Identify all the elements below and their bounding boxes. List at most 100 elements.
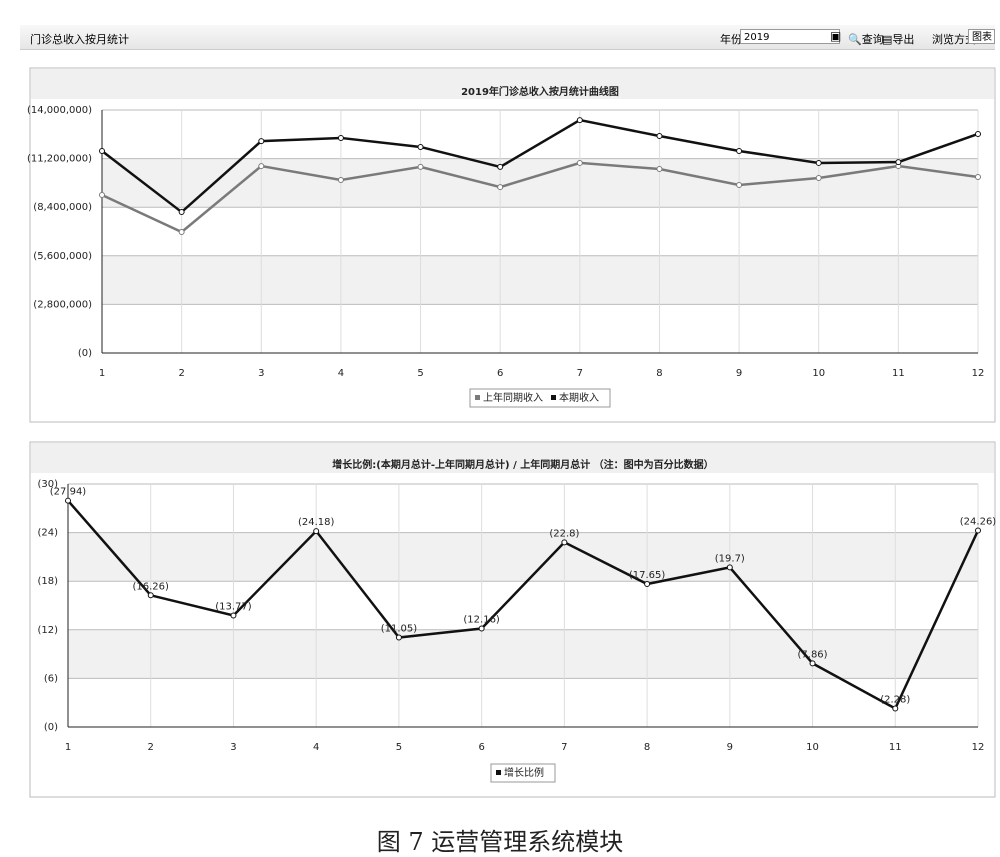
data-label: (19.7) bbox=[715, 553, 745, 564]
x-tick-label: 9 bbox=[736, 368, 742, 379]
x-tick-label: 9 bbox=[727, 742, 733, 753]
data-point bbox=[395, 634, 402, 641]
series-line bbox=[101, 118, 979, 214]
x-tick-label: 3 bbox=[230, 742, 236, 753]
data-point bbox=[644, 581, 651, 588]
x-tick-label: 10 bbox=[806, 742, 819, 753]
export-text: 导出 bbox=[892, 33, 915, 46]
data-point bbox=[497, 163, 504, 170]
x-tick-label: 7 bbox=[577, 368, 583, 379]
data-point bbox=[895, 159, 902, 166]
x-tick-label: 4 bbox=[313, 742, 319, 753]
x-tick-label: 2 bbox=[178, 368, 184, 379]
grid-band bbox=[102, 255, 978, 305]
query-text: 查询 bbox=[861, 33, 884, 46]
data-point bbox=[147, 592, 154, 599]
chart-title: 2019年门诊总收入按月统计曲线图 bbox=[461, 85, 619, 98]
export-button[interactable]: ▤导出 bbox=[882, 33, 915, 46]
data-label: (16.26) bbox=[133, 581, 170, 592]
y-tick-label: (0) bbox=[44, 722, 58, 733]
year-input[interactable]: 2019 bbox=[740, 29, 840, 44]
data-point bbox=[736, 181, 743, 188]
page-title: 门诊总收入按月统计 bbox=[30, 33, 129, 46]
query-button[interactable]: 🔍查询 bbox=[848, 33, 884, 46]
x-tick-label: 5 bbox=[396, 742, 402, 753]
data-point bbox=[178, 229, 185, 236]
data-point bbox=[99, 147, 105, 154]
data-point bbox=[417, 163, 424, 170]
data-label: (27.94) bbox=[50, 487, 87, 498]
data-label: (22.8) bbox=[549, 528, 579, 539]
data-point bbox=[258, 163, 265, 170]
data-point bbox=[417, 143, 424, 150]
x-tick-label: 6 bbox=[478, 742, 484, 753]
legend-label: 增长比例 bbox=[504, 766, 544, 779]
legend-label: 本期收入 bbox=[559, 391, 599, 404]
data-point bbox=[178, 209, 185, 216]
x-tick-label: 12 bbox=[972, 742, 985, 753]
year-label: 年份 bbox=[720, 33, 742, 46]
x-tick-label: 7 bbox=[561, 742, 567, 753]
y-tick-label: (30) bbox=[37, 479, 58, 490]
series-line bbox=[101, 161, 979, 234]
y-tick-label: (8,400,000) bbox=[33, 202, 92, 213]
y-tick-label: (24) bbox=[37, 528, 58, 539]
y-tick-label: (12) bbox=[37, 625, 58, 636]
y-tick-label: (0) bbox=[78, 348, 92, 359]
data-label: (17.65) bbox=[629, 570, 666, 581]
data-point bbox=[230, 612, 237, 619]
x-tick-label: 5 bbox=[417, 368, 423, 379]
calendar-icon[interactable]: ▣ bbox=[830, 29, 842, 43]
data-point bbox=[975, 173, 981, 180]
y-tick-label: (6) bbox=[44, 673, 58, 684]
title-band bbox=[31, 443, 994, 473]
view-select[interactable]: 图表 bbox=[968, 29, 995, 44]
y-tick-label: (2,800,000) bbox=[33, 299, 92, 310]
x-tick-label: 2 bbox=[148, 742, 154, 753]
x-tick-label: 4 bbox=[338, 368, 344, 379]
data-point bbox=[258, 138, 265, 145]
legend-swatch bbox=[475, 395, 480, 400]
chart-panel bbox=[29, 67, 996, 423]
x-tick-label: 11 bbox=[892, 368, 905, 379]
x-tick-label: 6 bbox=[497, 368, 503, 379]
data-point bbox=[337, 134, 344, 141]
data-point bbox=[736, 147, 743, 154]
data-label: (2.28) bbox=[880, 695, 910, 706]
data-point bbox=[337, 176, 344, 183]
view-label: 浏览方式: bbox=[932, 33, 980, 46]
data-label: (12.16) bbox=[463, 615, 500, 626]
title-band bbox=[31, 69, 994, 99]
y-tick-label: (11,200,000) bbox=[27, 154, 92, 165]
data-point bbox=[892, 705, 899, 712]
legend-label: 上年同期收入 bbox=[483, 391, 543, 404]
legend-box bbox=[490, 763, 556, 783]
grid-band bbox=[68, 532, 978, 582]
series-line bbox=[67, 499, 980, 711]
data-point bbox=[497, 184, 504, 191]
grid-band bbox=[102, 158, 978, 208]
grid-band bbox=[68, 629, 978, 679]
data-point bbox=[65, 497, 71, 504]
x-tick-label: 11 bbox=[889, 742, 902, 753]
data-point bbox=[576, 159, 583, 166]
data-point bbox=[561, 539, 568, 546]
charts: 2019年门诊总收入按月统计曲线图 (0) (2,800,000) (5,600,00… bbox=[27, 67, 996, 798]
chart-panel bbox=[29, 441, 996, 798]
x-tick-label: 10 bbox=[812, 368, 825, 379]
legend-swatch bbox=[551, 395, 556, 400]
y-tick-label: (5,600,000) bbox=[33, 251, 92, 262]
data-label: (13.77) bbox=[215, 601, 252, 612]
data-point bbox=[815, 175, 822, 182]
data-label: (11.05) bbox=[381, 623, 418, 634]
data-point bbox=[726, 564, 733, 571]
data-point bbox=[478, 625, 485, 632]
data-point bbox=[656, 133, 663, 140]
toolbar: 门诊总收入按月统计 年份 2019 ▣ 🔍查询 ▤导出 浏览方式: 图表 bbox=[20, 25, 995, 50]
x-tick-label: 1 bbox=[99, 368, 105, 379]
data-point bbox=[313, 528, 320, 535]
x-tick-label: 3 bbox=[258, 368, 264, 379]
data-point bbox=[815, 159, 822, 166]
data-label: (24.18) bbox=[298, 517, 335, 528]
